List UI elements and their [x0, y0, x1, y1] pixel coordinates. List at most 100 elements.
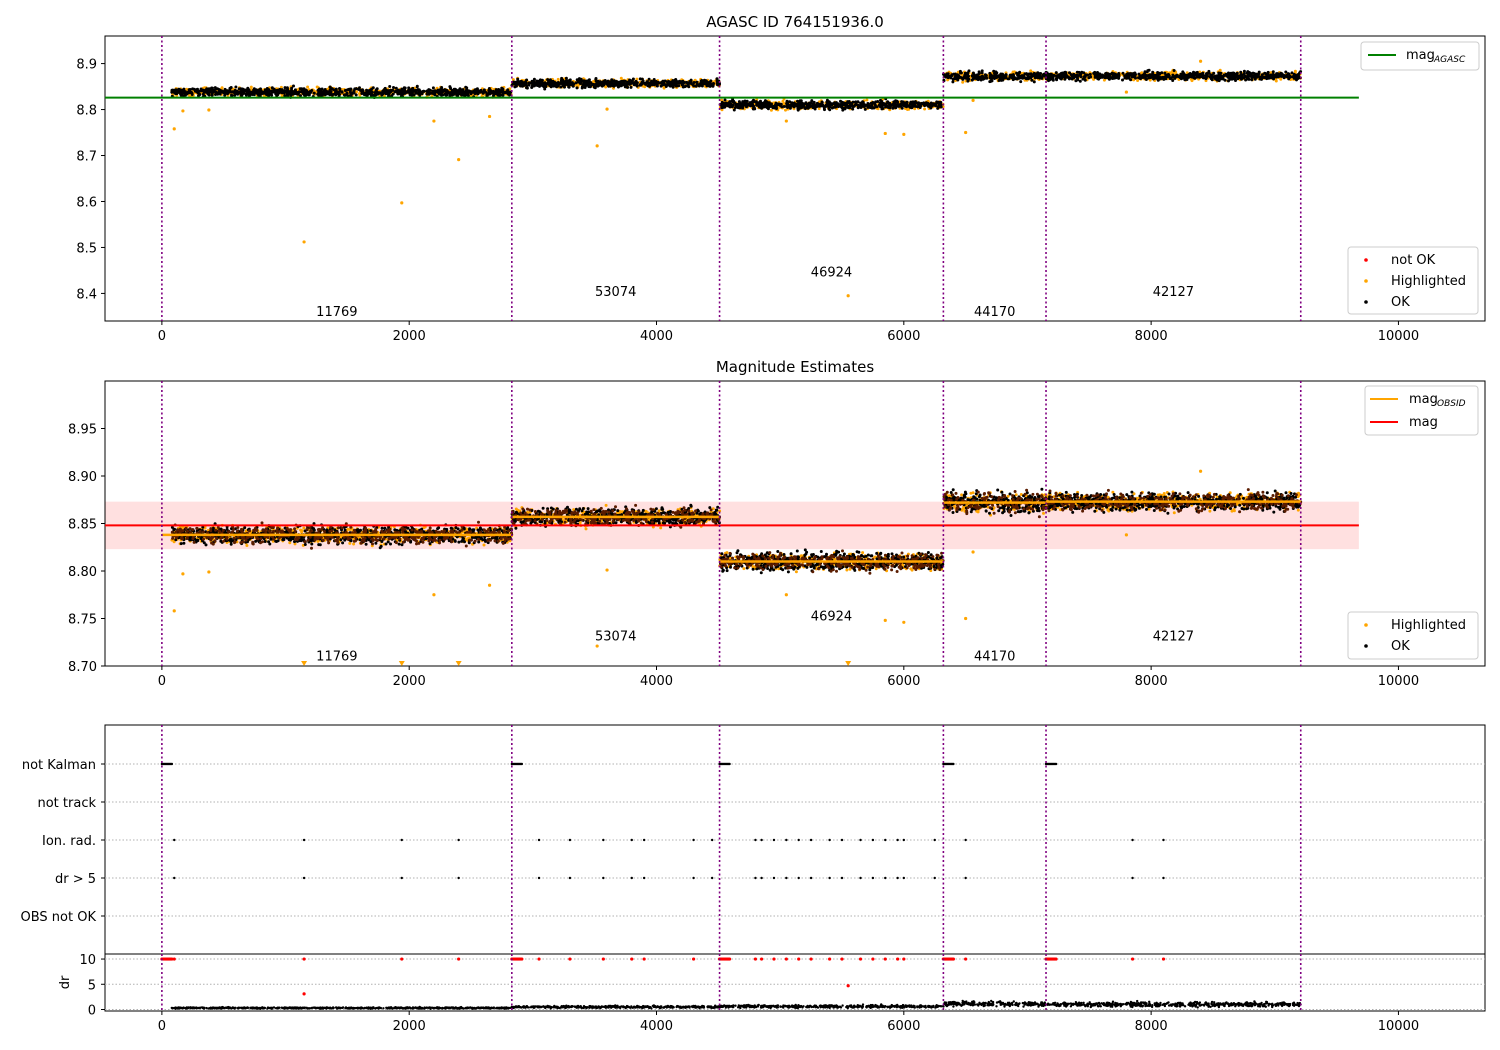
panel-flags: not Kalman not track Ion. rad. dr > 5 OBS no…: [21, 724, 1486, 955]
dr-not-ok-point: [797, 957, 801, 961]
flag-point: [964, 876, 967, 880]
panel4-axes: [104, 953, 1486, 1012]
obsid-label: 44170: [974, 650, 1015, 665]
dr-not-ok-point: [840, 957, 844, 961]
dr-ok-points: [942, 999, 1047, 1008]
legend-label: mag: [1406, 48, 1435, 63]
obsid-label: 53074: [595, 285, 636, 300]
flag-row-label: OBS not OK: [21, 910, 97, 925]
y-tick-label: 5: [88, 978, 96, 993]
highlighted-point: [432, 119, 436, 123]
x-tick-label: 0: [158, 329, 166, 344]
x-tick-label: 4000: [640, 329, 673, 344]
legend-swatch-point: [1364, 300, 1368, 304]
legend-label: OK: [1391, 639, 1410, 654]
flag-point: [728, 762, 731, 766]
flag-point: [568, 876, 572, 880]
flag-point: [457, 838, 460, 842]
dr-not-ok-point: [753, 957, 758, 961]
flag-point: [457, 876, 460, 880]
dr-not-ok-point: [630, 957, 634, 961]
flag-point: [520, 762, 524, 766]
panel2-title: Magnitude Estimates: [716, 358, 874, 376]
legend-swatch-point: [1364, 258, 1368, 262]
obsid-label: 46924: [811, 610, 852, 625]
flag-point: [710, 838, 714, 842]
flag-point: [173, 876, 176, 880]
flag-point: [809, 838, 813, 842]
panel1-title: AGASC ID 764151936.0: [706, 13, 884, 31]
obsid-label: 11769: [316, 650, 357, 665]
legend-label: Highlighted: [1391, 274, 1466, 289]
legend-label: mag: [1409, 415, 1438, 430]
flag-point: [884, 838, 887, 842]
flag-point: [692, 838, 695, 842]
flag-point: [797, 838, 800, 842]
flag-point: [1131, 838, 1134, 842]
flag-point: [1162, 838, 1165, 842]
flag-point: [642, 838, 646, 842]
highlighted-point: [784, 593, 788, 597]
y-tick-label: 0: [88, 1003, 96, 1018]
dr-not-ok-point: [896, 957, 900, 961]
flag-point: [630, 876, 633, 880]
dr-ok-points: [718, 1003, 943, 1010]
panel1-legend-upper: mag AGASC: [1360, 41, 1480, 71]
legend-label: mag: [1409, 392, 1438, 407]
dr-ok-points: [170, 1005, 513, 1010]
legend-label-subscript: AGASC: [1433, 55, 1466, 65]
flag-point: [754, 876, 757, 880]
flag-point: [173, 838, 176, 842]
flag-point: [896, 876, 899, 880]
dr-not-ok-point: [692, 957, 696, 961]
flag-point: [840, 838, 844, 842]
flag-point: [568, 838, 572, 842]
dr-not-ok-point: [170, 957, 174, 961]
legend-frame: [1347, 611, 1479, 660]
flag-point: [797, 876, 800, 880]
dr-not-ok-point: [809, 957, 813, 961]
flag-point: [933, 838, 936, 842]
x-tick-label: 0: [158, 1019, 166, 1034]
flag-point: [537, 838, 541, 842]
flag-row-label: dr > 5: [55, 872, 96, 887]
dr-not-ok-point: [302, 957, 306, 961]
highlighted-point: [605, 568, 609, 572]
highlighted-point: [432, 593, 436, 597]
legend-swatch-point: [1364, 279, 1368, 283]
dr-not-ok-point: [871, 957, 875, 961]
highlighted-point: [964, 616, 968, 621]
dr-not-ok-point: [727, 957, 732, 961]
highlighted-point: [971, 98, 975, 102]
flag-point: [902, 838, 906, 842]
highlighted-point: [172, 127, 176, 131]
flag-row-label: Ion. rad.: [42, 834, 96, 849]
legend-label-subscript: OBSID: [1437, 399, 1466, 409]
flag-point: [602, 876, 605, 880]
highlighted-point: [487, 583, 492, 587]
highlighted-point: [1198, 59, 1203, 63]
highlighted-point: [971, 550, 975, 554]
flag-point: [859, 876, 862, 880]
y-tick-label: 8.6: [76, 195, 97, 210]
legend-frame: [1347, 246, 1479, 315]
flag-row-label: not track: [37, 796, 96, 811]
y-tick-label: 8.85: [68, 518, 97, 533]
flag-point: [692, 876, 695, 880]
flag-point: [630, 838, 633, 842]
panel2-legend-lower: Highlighted OK: [1347, 611, 1479, 660]
dr-not-ok-point: [1161, 957, 1166, 961]
y-tick-label: 8.80: [68, 565, 97, 580]
highlighted-point: [902, 132, 906, 136]
flag-point: [952, 762, 955, 766]
flag-point: [785, 838, 788, 842]
x-tick-label: 6000: [887, 674, 920, 689]
x-tick-label: 2000: [393, 1019, 426, 1034]
highlighted-point: [181, 109, 185, 113]
panel-magnitude-estimates: Magnitude Estimates 0 2000 4000 6000 8000 100…: [68, 358, 1486, 689]
y-tick-label: 8.7: [76, 150, 97, 165]
x-tick-label: 6000: [887, 1019, 920, 1034]
highlighted-point: [487, 114, 492, 119]
obsid-label: 42127: [1153, 630, 1194, 645]
x-tick-label: 2000: [393, 329, 426, 344]
